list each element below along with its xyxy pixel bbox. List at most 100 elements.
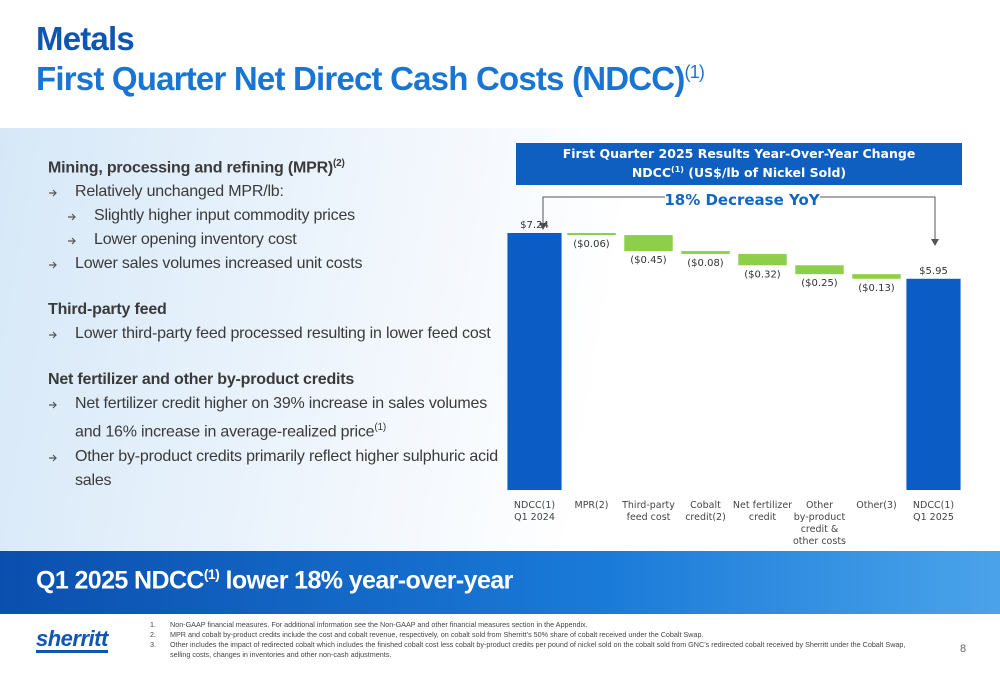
- subtitle-text: First Quarter Net Direct Cash Costs (NDC…: [36, 60, 685, 97]
- x-tick-label: credit(2): [685, 512, 726, 523]
- footnote-number: 2.: [150, 630, 156, 639]
- value-label: ($0.25): [801, 278, 838, 289]
- subtitle: First Quarter Net Direct Cash Costs (NDC…: [36, 60, 705, 98]
- arrow-shape: [49, 401, 57, 409]
- heading-sup: (2): [333, 158, 345, 169]
- bullet: Lower sales volumes increased unit costs: [48, 252, 503, 276]
- bullet: Lower third-party feed processed resulti…: [48, 322, 503, 346]
- x-tick-label: Cobalt: [690, 500, 721, 511]
- sub-bullet-text: Slightly higher input commodity prices: [94, 207, 355, 225]
- sub-bullet-text: Lower opening inventory cost: [94, 231, 297, 249]
- footnote: 2. MPR and cobalt by-product credits incl…: [150, 630, 910, 640]
- bullet: Relatively unchanged MPR/lb:: [48, 180, 503, 204]
- bullet-text: Lower sales volumes increased unit costs: [75, 255, 363, 273]
- bar: [795, 265, 844, 275]
- x-tick-label: by-product: [794, 512, 846, 523]
- bullet-text: Relatively unchanged MPR/lb:: [75, 183, 284, 201]
- x-tick-label: Net fertilizer: [733, 500, 792, 511]
- arrow-shape: [68, 237, 76, 245]
- section-heading: Mining, processing and refining (MPR)(2): [48, 152, 503, 180]
- sub-bullet: Slightly higher input commodity prices: [48, 204, 503, 228]
- footnote: 1. Non-GAAP financial measures. For addit…: [150, 620, 910, 630]
- x-tick-label: credit: [749, 512, 776, 523]
- bullet-arrow: [68, 213, 76, 221]
- x-tick-label: Third-party: [621, 500, 675, 511]
- arrowhead: [931, 239, 939, 246]
- section: Mining, processing and refining (MPR)(2)…: [48, 152, 503, 276]
- footnote-text: Other includes the impact of redirected …: [170, 640, 906, 659]
- heading-text: Mining, processing and refining (MPR): [48, 159, 334, 177]
- value-label: ($0.06): [573, 239, 610, 250]
- chart-title: First Quarter 2025 Results Year-Over-Yea…: [563, 146, 916, 161]
- x-tick-label: credit &: [801, 524, 839, 535]
- value-label: $5.95: [919, 266, 948, 277]
- banner-sup: (1): [203, 566, 220, 582]
- value-label: ($0.32): [744, 269, 781, 280]
- footnote-text: Non-GAAP financial measures. For additio…: [170, 620, 588, 629]
- footnote-text: MPR and cobalt by-product credits includ…: [170, 630, 704, 639]
- heading-text: Net fertilizer and other by-product cred…: [48, 371, 355, 389]
- bullet-text: Net fertilizer credit higher on 39% incr…: [75, 395, 487, 441]
- logo: sherritt: [36, 626, 108, 653]
- arrow-shape: [49, 454, 57, 462]
- arrow-shape: [49, 331, 57, 339]
- footnotes: 1. Non-GAAP financial measures. For addit…: [150, 620, 910, 660]
- x-tick-label: MPR(2): [575, 500, 609, 511]
- banner-main: Q1 2025 NDCC: [36, 566, 204, 595]
- bullet-arrow: [49, 189, 57, 197]
- chart-subtitle-rest: (US$/lb of Nickel Sold): [684, 165, 846, 180]
- bar: [567, 232, 616, 236]
- chart-subtitle-sup: (1): [671, 165, 684, 174]
- section-heading: Net fertilizer and other by-product cred…: [48, 368, 503, 392]
- subtitle-sup: (1): [684, 62, 705, 82]
- annotation-line: [820, 196, 936, 240]
- section: Net fertilizer and other by-product cred…: [48, 368, 503, 492]
- value-label: ($0.13): [858, 283, 895, 294]
- chart-subtitle: NDCC(1) (US$/lb of Nickel Sold): [632, 165, 846, 180]
- section-heading: Third-party feed: [48, 298, 503, 322]
- bar: [624, 235, 673, 252]
- section: Third-party feed Lower third-party feed p…: [48, 298, 503, 346]
- x-tick-label: Q1 2025: [913, 512, 954, 523]
- bullet-text: Other by-product credits primarily refle…: [75, 447, 498, 489]
- background: [0, 128, 1000, 551]
- x-tick-label: other costs: [793, 536, 846, 547]
- bullet-arrow: [49, 454, 57, 462]
- arrow-shape: [49, 261, 57, 269]
- banner: Q1 2025 NDCC(1) lower 18% year-over-year: [0, 551, 1000, 614]
- page-number: 8: [960, 643, 967, 655]
- chart-subtitle-text: NDCC: [632, 165, 671, 180]
- banner-rest: lower 18% year-over-year: [219, 566, 514, 595]
- bar: [738, 253, 787, 266]
- title: Metals: [36, 20, 135, 57]
- heading-text: Third-party feed: [48, 301, 167, 319]
- bar: [681, 251, 730, 254]
- bar: [852, 274, 901, 279]
- sub-bullet: Lower opening inventory cost: [48, 228, 503, 252]
- x-tick-label: Other: [806, 500, 833, 511]
- bullet-arrow: [49, 331, 57, 339]
- chart-header: [516, 143, 962, 185]
- arrow-shape: [68, 213, 76, 221]
- x-tick-label: NDCC(1): [913, 500, 954, 511]
- bar: [507, 232, 562, 490]
- footnote: 3. Other includes the impact of redirecte…: [150, 640, 910, 660]
- value-label: $7.24: [520, 220, 549, 231]
- chart: First Quarter 2025 Results Year-Over-Yea…: [507, 143, 962, 547]
- bullet-arrow: [49, 401, 57, 409]
- x-tick-label: NDCC(1): [514, 500, 555, 511]
- x-tick-label: feed cost: [627, 512, 671, 523]
- x-tick-label: Q1 2024: [514, 512, 555, 523]
- footnote-number: 3.: [150, 640, 156, 649]
- bullet-arrow: [68, 237, 76, 245]
- footnote-number: 1.: [150, 620, 156, 629]
- x-tick-label: Other(3): [856, 500, 896, 511]
- bullet: Net fertilizer credit higher on 39% incr…: [48, 392, 503, 444]
- arrow-shape: [49, 189, 57, 197]
- value-label: ($0.08): [687, 258, 724, 269]
- bullet-sup: (1): [374, 422, 386, 434]
- bullet-arrow: [49, 261, 57, 269]
- value-label: ($0.45): [630, 255, 667, 266]
